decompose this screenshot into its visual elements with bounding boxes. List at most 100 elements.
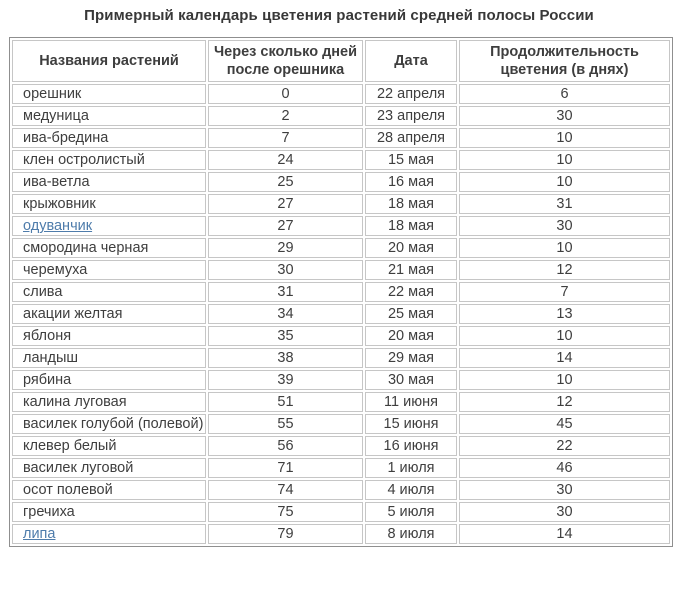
days-after-hazel-cell: 27 — [208, 194, 363, 215]
column-header-flowering-duration: Продолжительность цветения (в днях) — [459, 40, 670, 83]
table-header: Названия растений Через сколько дней пос… — [12, 40, 670, 83]
days-after-hazel-cell: 24 — [208, 150, 363, 171]
column-header-days-after-hazel: Через сколько дней после орешника — [208, 40, 363, 83]
plant-name-cell: осот полевой — [12, 480, 206, 501]
date-cell: 28 апреля — [365, 128, 457, 149]
date-cell: 20 мая — [365, 326, 457, 347]
plant-name-cell: одуванчик — [12, 216, 206, 237]
date-cell: 18 мая — [365, 194, 457, 215]
plant-link[interactable]: липа — [23, 526, 56, 543]
date-cell: 23 апреля — [365, 106, 457, 127]
date-cell: 30 мая — [365, 370, 457, 391]
flowering-duration-cell: 30 — [459, 106, 670, 127]
table-body: орешник 0 22 апреля 6 медуница 2 23 апреля 30 ив… — [12, 84, 670, 545]
days-after-hazel-cell: 29 — [208, 238, 363, 259]
flowering-duration-cell: 31 — [459, 194, 670, 215]
days-after-hazel-cell: 56 — [208, 436, 363, 457]
flowering-duration-cell: 45 — [459, 414, 670, 435]
plant-name-cell: слива — [12, 282, 206, 303]
table-row: акации желтая 34 25 мая 13 — [12, 304, 670, 325]
days-after-hazel-cell: 25 — [208, 172, 363, 193]
days-after-hazel-cell: 0 — [208, 84, 363, 105]
plant-name-cell: ива-бредина — [12, 128, 206, 149]
plant-name-cell: василек голубой (полевой) — [12, 414, 206, 435]
plant-name-cell: крыжовник — [12, 194, 206, 215]
table-row: ландыш 38 29 мая 14 — [12, 348, 670, 369]
days-after-hazel-cell: 30 — [208, 260, 363, 281]
table-row: одуванчик 27 18 мая 30 — [12, 216, 670, 237]
flowering-duration-cell: 30 — [459, 480, 670, 501]
plant-name-cell: рябина — [12, 370, 206, 391]
days-after-hazel-cell: 34 — [208, 304, 363, 325]
flowering-duration-cell: 10 — [459, 238, 670, 259]
plant-name-cell: липа — [12, 524, 206, 545]
flowering-calendar-table: Названия растений Через сколько дней пос… — [9, 37, 673, 548]
date-cell: 4 июля — [365, 480, 457, 501]
flowering-duration-cell: 10 — [459, 326, 670, 347]
flowering-duration-cell: 14 — [459, 348, 670, 369]
flowering-duration-cell: 10 — [459, 370, 670, 391]
plant-name-cell: василек луговой — [12, 458, 206, 479]
days-after-hazel-cell: 31 — [208, 282, 363, 303]
table-row: осот полевой 74 4 июля 30 — [12, 480, 670, 501]
date-cell: 16 июня — [365, 436, 457, 457]
plant-name-cell: клен остролистый — [12, 150, 206, 171]
date-cell: 15 мая — [365, 150, 457, 171]
days-after-hazel-cell: 38 — [208, 348, 363, 369]
days-after-hazel-cell: 7 — [208, 128, 363, 149]
plant-name-cell: яблоня — [12, 326, 206, 347]
table-row: василек луговой 71 1 июля 46 — [12, 458, 670, 479]
plant-name-cell: ива-ветла — [12, 172, 206, 193]
table-row: черемуха 30 21 мая 12 — [12, 260, 670, 281]
flowering-duration-cell: 30 — [459, 216, 670, 237]
date-cell: 5 июля — [365, 502, 457, 523]
table-row: орешник 0 22 апреля 6 — [12, 84, 670, 105]
plant-name-cell: акации желтая — [12, 304, 206, 325]
table-row: смородина черная 29 20 мая 10 — [12, 238, 670, 259]
days-after-hazel-cell: 75 — [208, 502, 363, 523]
days-after-hazel-cell: 71 — [208, 458, 363, 479]
date-cell: 11 июня — [365, 392, 457, 413]
plant-name-cell: калина луговая — [12, 392, 206, 413]
table-row: ива-ветла 25 16 мая 10 — [12, 172, 670, 193]
flowering-duration-cell: 7 — [459, 282, 670, 303]
flowering-duration-cell: 13 — [459, 304, 670, 325]
plant-name-cell: смородина черная — [12, 238, 206, 259]
flowering-duration-cell: 10 — [459, 128, 670, 149]
days-after-hazel-cell: 39 — [208, 370, 363, 391]
table-row: крыжовник 27 18 мая 31 — [12, 194, 670, 215]
date-cell: 15 июня — [365, 414, 457, 435]
days-after-hazel-cell: 35 — [208, 326, 363, 347]
table-row: клен остролистый 24 15 мая 10 — [12, 150, 670, 171]
date-cell: 29 мая — [365, 348, 457, 369]
table-row: липа 79 8 июля 14 — [12, 524, 670, 545]
page-title: Примерный календарь цветения растений ср… — [84, 7, 594, 24]
flowering-duration-cell: 30 — [459, 502, 670, 523]
plant-name-cell: орешник — [12, 84, 206, 105]
flowering-duration-cell: 6 — [459, 84, 670, 105]
table-row: медуница 2 23 апреля 30 — [12, 106, 670, 127]
table-row: рябина 39 30 мая 10 — [12, 370, 670, 391]
table-row: ива-бредина 7 28 апреля 10 — [12, 128, 670, 149]
flowering-duration-cell: 10 — [459, 172, 670, 193]
plant-name-cell: клевер белый — [12, 436, 206, 457]
table-row: гречиха 75 5 июля 30 — [12, 502, 670, 523]
days-after-hazel-cell: 51 — [208, 392, 363, 413]
days-after-hazel-cell: 27 — [208, 216, 363, 237]
plant-name-cell: гречиха — [12, 502, 206, 523]
table-row: василек голубой (полевой) 55 15 июня 45 — [12, 414, 670, 435]
days-after-hazel-cell: 79 — [208, 524, 363, 545]
plant-name-cell: ландыш — [12, 348, 206, 369]
plant-link[interactable]: одуванчик — [23, 218, 93, 235]
flowering-duration-cell: 12 — [459, 260, 670, 281]
table-row: яблоня 35 20 мая 10 — [12, 326, 670, 347]
column-header-date: Дата — [365, 40, 457, 83]
date-cell: 8 июля — [365, 524, 457, 545]
column-header-plant-names: Названия растений — [12, 40, 206, 83]
days-after-hazel-cell: 74 — [208, 480, 363, 501]
date-cell: 20 мая — [365, 238, 457, 259]
date-cell: 18 мая — [365, 216, 457, 237]
date-cell: 1 июля — [365, 458, 457, 479]
days-after-hazel-cell: 55 — [208, 414, 363, 435]
plant-name-cell: медуница — [12, 106, 206, 127]
